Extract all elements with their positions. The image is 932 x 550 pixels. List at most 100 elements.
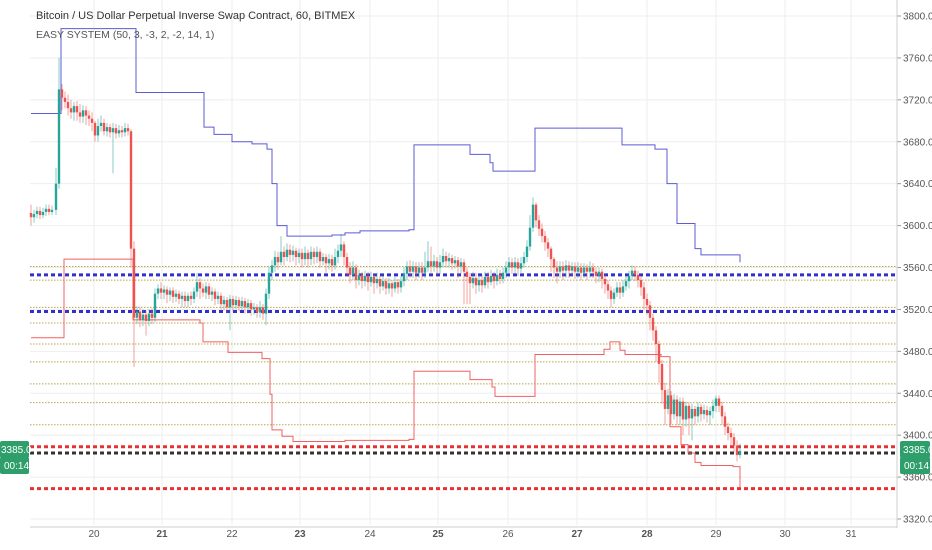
candle-body (732, 437, 736, 446)
candle-body (627, 275, 631, 282)
candle-body (50, 209, 54, 212)
y-tick-label: 3720.0 (903, 95, 932, 106)
candle-body (474, 277, 478, 286)
candle-body (273, 257, 277, 266)
candle-body (507, 262, 511, 268)
x-tick-label: 24 (364, 529, 376, 540)
y-tick-label: 3360.0 (903, 473, 932, 484)
candle-body (414, 266, 418, 273)
candle-body (228, 298, 232, 308)
candle-body (129, 131, 133, 249)
candle-body (681, 401, 685, 420)
candle-body (423, 267, 427, 273)
candle-body (615, 287, 619, 293)
candle-body (171, 290, 175, 297)
candle-body (432, 261, 436, 267)
candle-body (270, 265, 274, 273)
candle-body (288, 249, 292, 255)
x-tick-label: 25 (432, 529, 444, 540)
candle-body (483, 276, 487, 286)
candle-body (105, 127, 109, 132)
candle-body (285, 249, 289, 258)
candle-body (32, 214, 36, 218)
candle-body (609, 290, 613, 299)
candle-body (387, 283, 391, 289)
candle-body (699, 406, 703, 415)
candle-body (567, 265, 571, 271)
candle-body (618, 287, 622, 293)
candle-body (204, 286, 208, 293)
candle-body (342, 244, 346, 258)
candle-body (738, 450, 742, 456)
candle-body (447, 258, 451, 262)
x-tick-label: 27 (571, 529, 583, 540)
candle-body (195, 282, 199, 292)
candle-body (585, 267, 589, 272)
candle-body (597, 271, 601, 276)
candle-body (495, 274, 499, 282)
candle-body (678, 401, 682, 417)
candle-body (600, 271, 604, 280)
candle-body (573, 266, 577, 272)
candle-body (426, 261, 430, 268)
candle-body (35, 210, 39, 215)
candle-body (570, 266, 574, 271)
candles (29, 57, 742, 462)
candle-body (213, 291, 217, 299)
candle-body (267, 272, 271, 294)
candle-body (444, 255, 448, 262)
x-tick-label: 26 (502, 529, 514, 540)
candle-body (72, 106, 76, 113)
candle-body (477, 280, 481, 286)
candle-body (408, 266, 412, 272)
candle-body (153, 293, 157, 318)
candle-body (540, 228, 544, 237)
candle-body (117, 130, 121, 134)
candle-body (150, 313, 154, 318)
candle-body (47, 208, 51, 212)
horizontal-levels (30, 265, 897, 491)
candle-body (543, 236, 547, 243)
candle-body (579, 267, 583, 273)
candle-body (582, 267, 586, 273)
candle-body (711, 405, 715, 412)
candle-body (180, 295, 184, 299)
candle-body (441, 255, 445, 263)
candle-body (645, 298, 649, 306)
candle-body (369, 276, 373, 283)
candle-body (252, 307, 256, 310)
candle-body (630, 270, 634, 276)
candle-body (438, 262, 442, 268)
last-price-tag (900, 441, 930, 458)
candle-body (729, 433, 733, 438)
candle-body (399, 281, 403, 288)
candle-body (555, 267, 559, 272)
candle-body (93, 122, 97, 136)
candle-body (381, 281, 385, 287)
candle-body (165, 289, 169, 295)
candle-body (147, 313, 151, 321)
left-countdown-tag (0, 457, 29, 474)
candle-body (294, 250, 298, 258)
candle-body (384, 281, 388, 289)
candle-body (651, 317, 655, 331)
upper-band-line (31, 28, 741, 263)
candle-body (552, 259, 556, 268)
candle-body (309, 251, 313, 260)
candle-body (378, 279, 382, 287)
candle-body (126, 128, 130, 132)
candle-body (138, 311, 142, 320)
indicator-bands (31, 28, 741, 488)
candle-body (60, 89, 64, 98)
candle-body (312, 251, 316, 258)
candle-body (612, 292, 616, 299)
candle-body (657, 343, 661, 364)
candle-body (306, 252, 310, 260)
candle-body (90, 118, 94, 123)
y-tick-label: 3400.0 (903, 431, 932, 442)
candle-body (99, 122, 103, 127)
candle-body (240, 301, 244, 307)
candle-body (318, 251, 322, 262)
